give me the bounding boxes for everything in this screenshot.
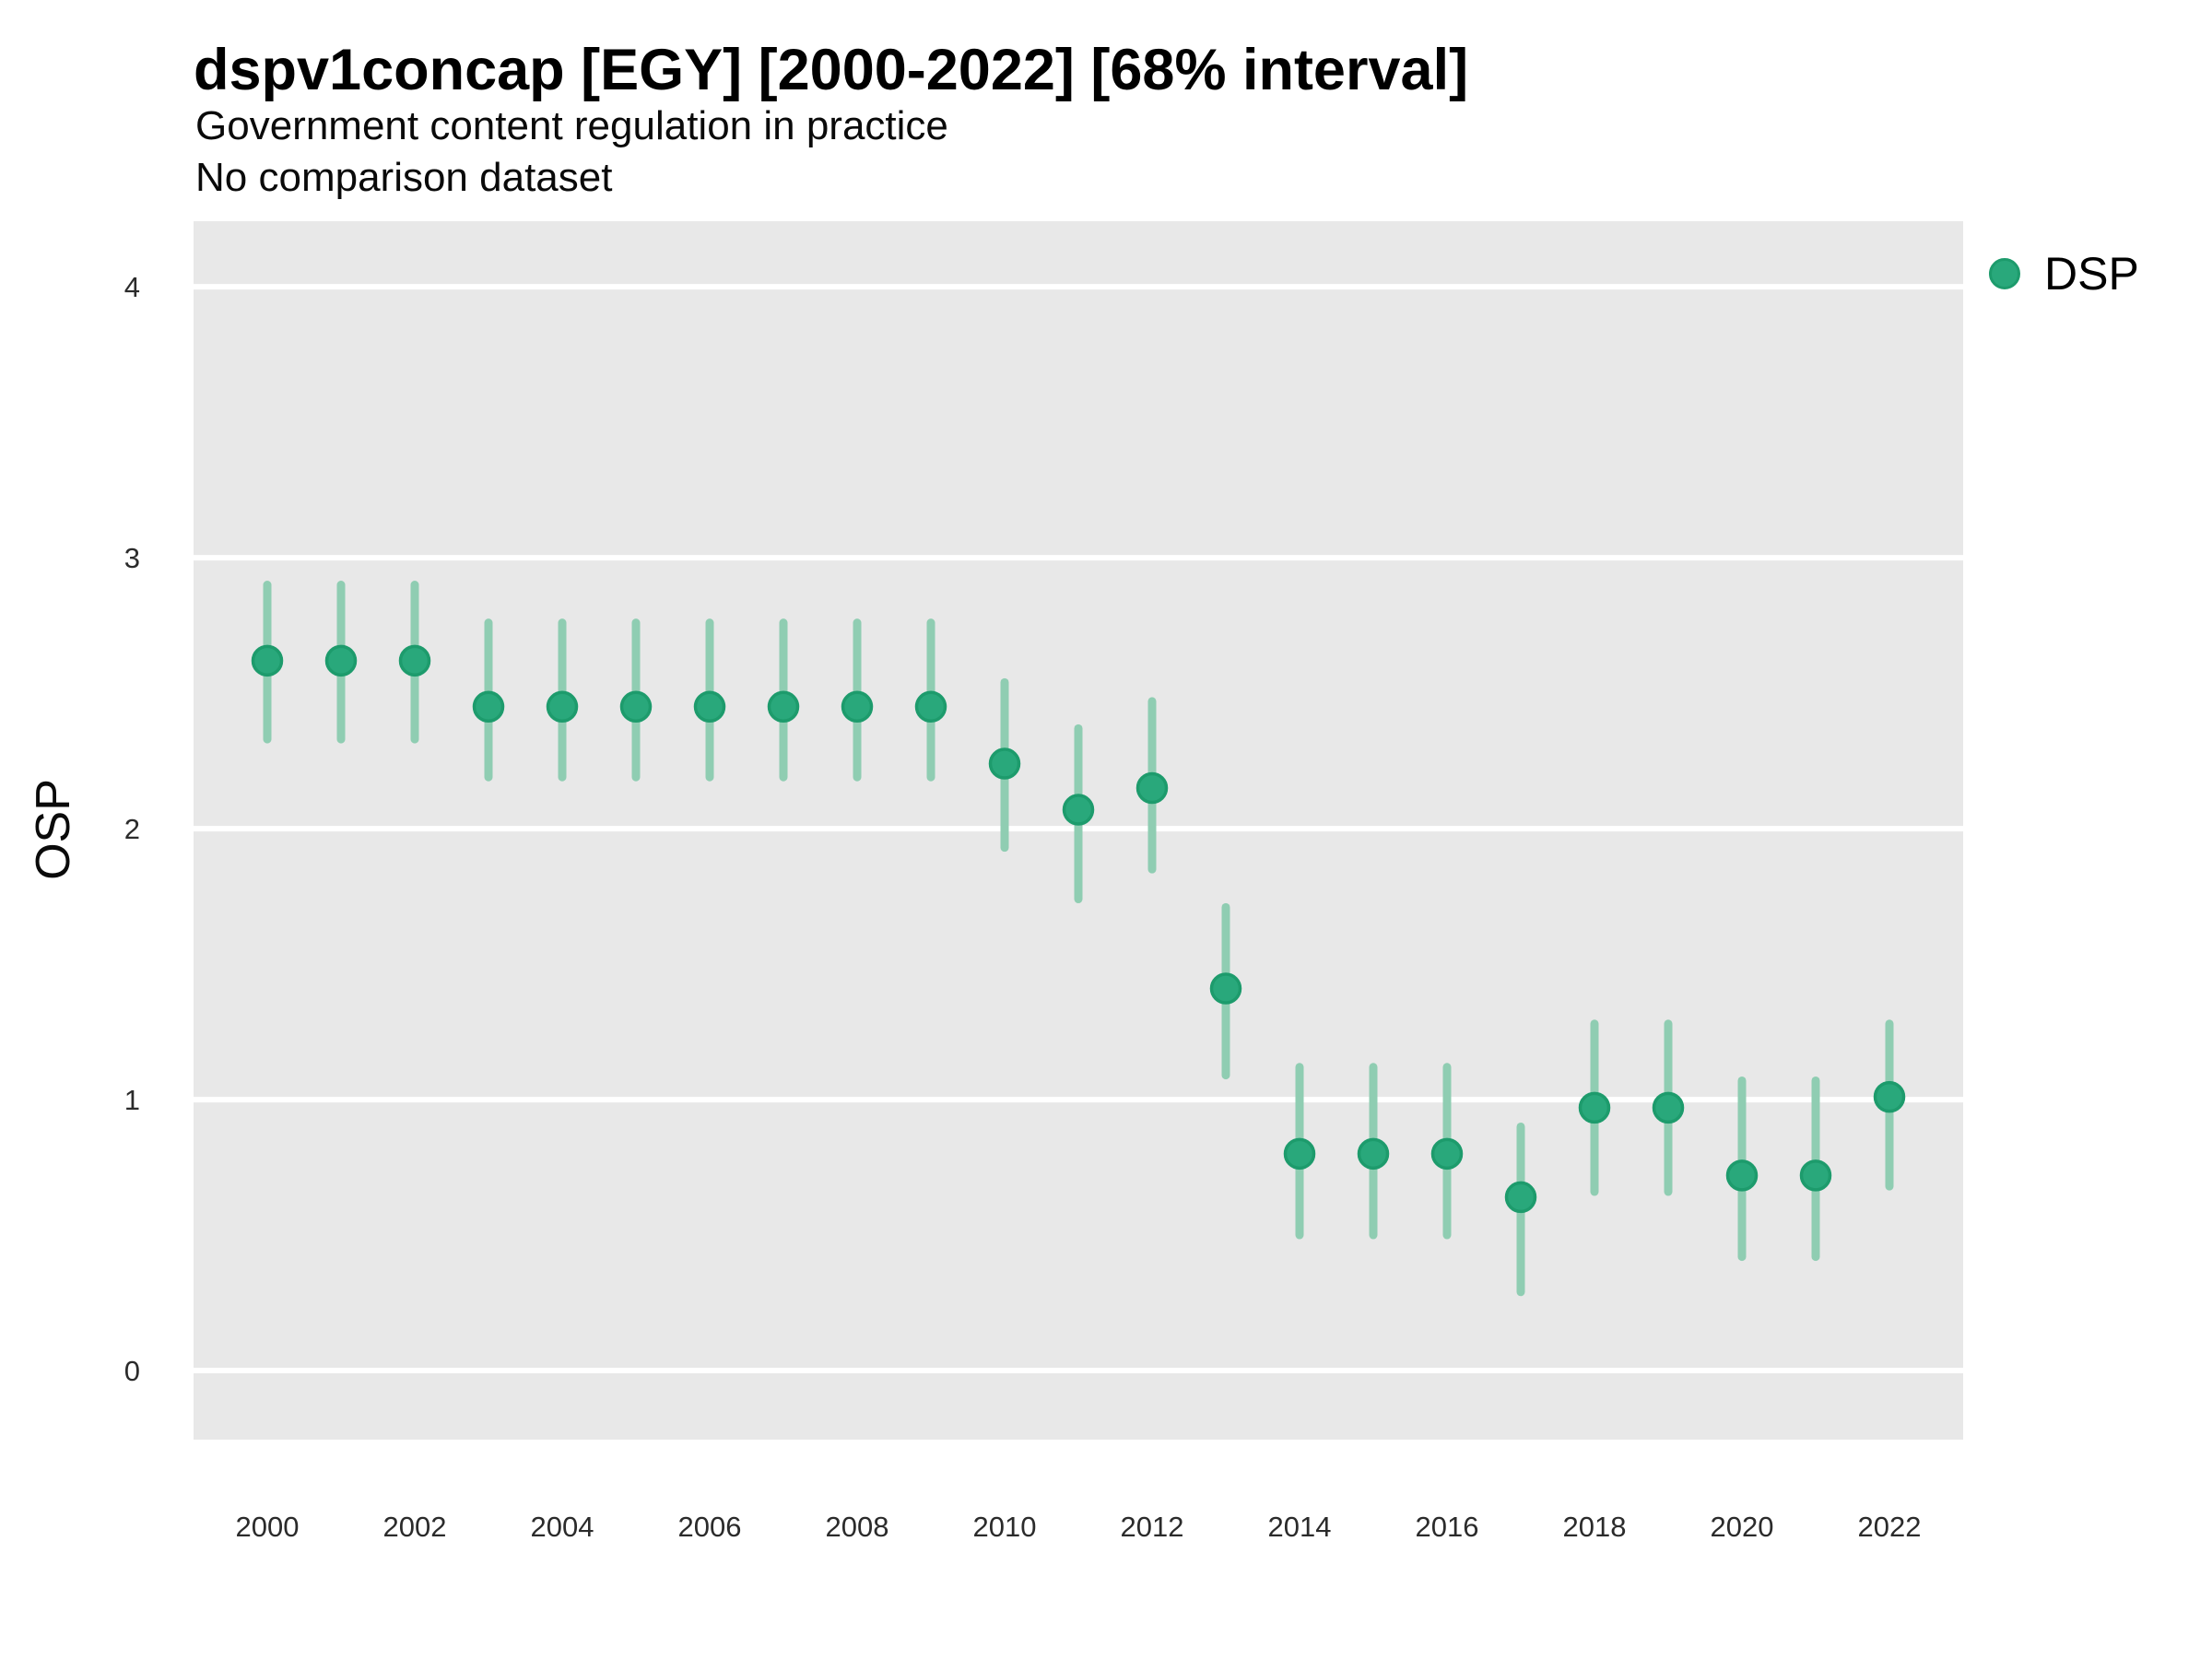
- data-point-2007: [767, 690, 800, 724]
- data-point-2005: [619, 690, 653, 724]
- x-tick-label-2016: 2016: [1416, 1511, 1479, 1543]
- x-tick-label-2022: 2022: [1858, 1511, 1922, 1543]
- x-tick-label-2008: 2008: [826, 1511, 889, 1543]
- chart-subtitle-line1: Government content regulation in practic…: [195, 103, 948, 148]
- data-point-2001: [324, 644, 358, 677]
- data-point-2020: [1725, 1159, 1759, 1192]
- x-tick-label-2014: 2014: [1268, 1511, 1332, 1543]
- y-tick-label-4: 4: [124, 271, 140, 303]
- data-point-2008: [841, 690, 874, 724]
- data-point-2004: [546, 690, 579, 724]
- x-tick-label-2020: 2020: [1711, 1511, 1774, 1543]
- data-point-2006: [693, 690, 726, 724]
- x-tick-label-2012: 2012: [1121, 1511, 1184, 1543]
- y-tick-label-2: 2: [124, 813, 140, 845]
- data-point-2022: [1873, 1080, 1906, 1113]
- data-point-2016: [1430, 1137, 1464, 1171]
- y-tick-label-3: 3: [124, 542, 140, 574]
- data-point-2019: [1652, 1091, 1685, 1124]
- x-tick-label-2006: 2006: [678, 1511, 742, 1543]
- data-point-2000: [251, 644, 284, 677]
- data-point-2003: [472, 690, 505, 724]
- legend-label: DSP: [2044, 248, 2139, 300]
- data-point-2012: [1135, 771, 1169, 805]
- x-tick-label-2010: 2010: [973, 1511, 1037, 1543]
- y-tick-label-1: 1: [124, 1084, 140, 1116]
- legend-point-icon: [1989, 258, 2020, 289]
- data-point-2018: [1578, 1091, 1611, 1124]
- chart-title: dspv1concap [EGY] [2000-2022] [68% inter…: [194, 38, 1469, 102]
- chart-subtitle-line2: No comparison dataset: [195, 155, 613, 200]
- data-point-2013: [1209, 972, 1242, 1005]
- x-tick-label-2018: 2018: [1563, 1511, 1627, 1543]
- x-tick-label-2004: 2004: [531, 1511, 594, 1543]
- data-point-2017: [1504, 1181, 1537, 1214]
- y-tick-label-0: 0: [124, 1355, 140, 1387]
- data-point-2002: [398, 644, 431, 677]
- x-tick-label-2002: 2002: [383, 1511, 447, 1543]
- data-point-2011: [1062, 794, 1095, 826]
- data-point-2014: [1283, 1137, 1316, 1171]
- data-point-2015: [1357, 1137, 1390, 1171]
- legend: DSP: [1989, 247, 2139, 300]
- data-point-2009: [914, 690, 947, 724]
- data-point-2021: [1799, 1159, 1832, 1192]
- data-point-2010: [988, 747, 1021, 780]
- x-tick-label-2000: 2000: [236, 1511, 300, 1543]
